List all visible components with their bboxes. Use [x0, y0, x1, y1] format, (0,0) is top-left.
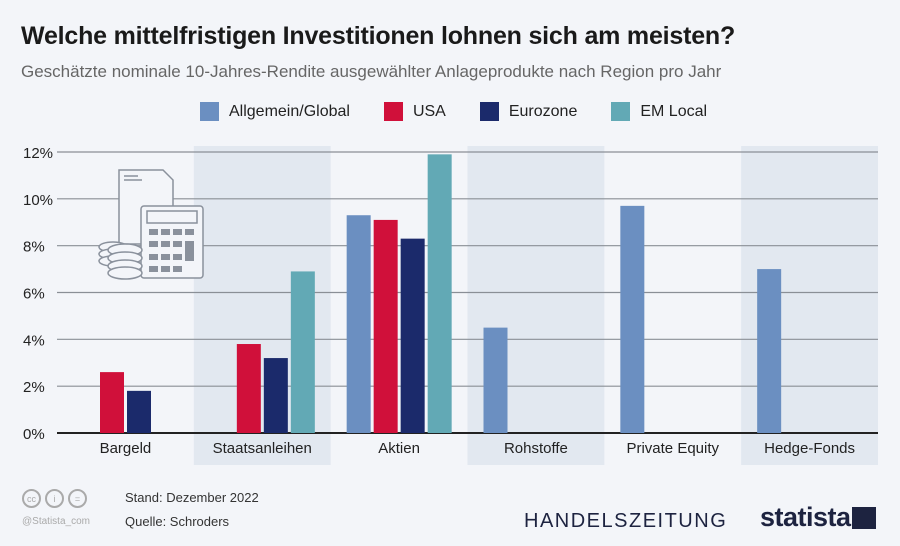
statista-logo-mark: [852, 507, 876, 529]
statista-handle: @Statista_com: [22, 516, 90, 527]
legend-label: Allgemein/Global: [229, 102, 350, 120]
x-tick-label: Hedge-Fonds: [764, 440, 855, 457]
bar-usa-aktien: [373, 219, 398, 433]
attribution-icon: i: [45, 489, 64, 508]
legend: Allgemein/Global USA Eurozone EM Local: [200, 102, 741, 121]
y-tick-label: 10%: [23, 192, 53, 209]
bar-eurozone-staatsanleihen: [263, 358, 288, 433]
legend-item-eurozone: Eurozone: [479, 102, 578, 121]
no-derivatives-icon: =: [68, 489, 87, 508]
bar-allgemein-global-hedge-fonds: [757, 269, 782, 433]
legend-swatch: [200, 102, 219, 121]
legend-swatch: [383, 102, 403, 121]
creative-commons-icons: cc i =: [22, 489, 87, 508]
x-tick-label: Rohstoffe: [504, 440, 568, 457]
bar-usa-staatsanleihen: [236, 344, 261, 433]
bar-em-local-aktien: [427, 154, 452, 433]
y-tick-label: 4%: [23, 332, 45, 349]
legend-item-global: Allgemein/Global: [200, 102, 350, 121]
bar-eurozone-bargeld: [127, 390, 151, 433]
bar-em-local-staatsanleihen: [290, 271, 315, 433]
bar-allgemein-global-private-equity: [620, 205, 645, 433]
y-tick-label: 8%: [23, 239, 45, 256]
calculator-coins-icon: [98, 169, 204, 280]
x-tick-label: Bargeld: [100, 440, 152, 457]
bar-usa-bargeld: [100, 372, 124, 433]
source: Quelle: Schroders: [125, 514, 230, 529]
y-tick-label: 2%: [23, 379, 45, 396]
x-tick-label: Private Equity: [626, 440, 719, 457]
legend-swatch: [479, 102, 499, 121]
statista-logo: statista: [760, 502, 851, 532]
handelszeitung-logo: HANDELSZEITUNG: [524, 510, 728, 532]
legend-swatch: [611, 102, 631, 121]
bar-allgemein-global-aktien: [346, 215, 371, 433]
cc-icon: cc: [22, 489, 41, 508]
x-tick-label: Aktien: [378, 440, 420, 457]
bar-eurozone-aktien: [400, 238, 425, 433]
legend-item-em-local: EM Local: [611, 102, 707, 121]
chart-subtitle: Geschätzte nominale 10-Jahres-Rendite au…: [21, 62, 722, 81]
legend-label: USA: [412, 102, 446, 120]
bar-allgemein-global-rohstoffe: [483, 327, 508, 433]
y-tick-label: 6%: [23, 286, 45, 303]
x-tick-label: Staatsanleihen: [213, 440, 312, 457]
legend-item-usa: USA: [383, 102, 446, 121]
y-tick-label: 0%: [23, 426, 45, 443]
chart-title: Welche mittelfristigen Investitionen loh…: [21, 22, 736, 50]
y-tick-label: 12%: [23, 145, 53, 162]
legend-label: Eurozone: [508, 102, 578, 120]
stand-date: Stand: Dezember 2022: [125, 490, 259, 505]
legend-label: EM Local: [640, 102, 708, 120]
